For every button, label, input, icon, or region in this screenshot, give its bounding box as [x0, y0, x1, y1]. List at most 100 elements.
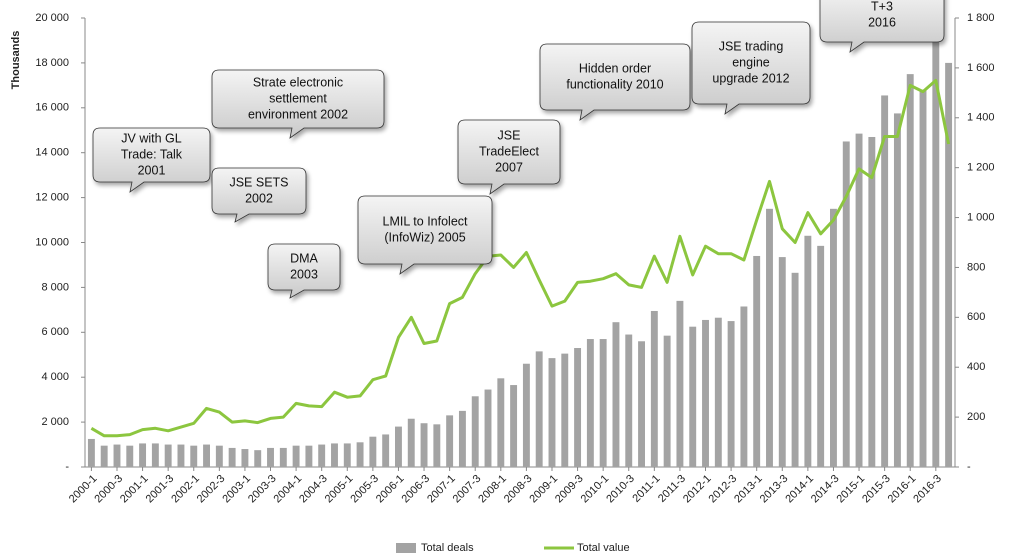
annotation-text: JSE — [498, 128, 521, 142]
bar — [343, 443, 351, 467]
y2-tick-label: - — [967, 461, 971, 473]
annotation: LMIL to Infolect (InfoWiz) 2005 — [357, 195, 493, 275]
annotation-text: T+3 — [871, 0, 893, 13]
bar — [331, 443, 338, 467]
y-tick-label: 2 000 — [41, 416, 69, 428]
annotation-text: 2003 — [290, 267, 318, 281]
y-tick-label: 10 000 — [35, 236, 69, 248]
bar — [292, 445, 300, 467]
bar — [919, 89, 927, 467]
bar — [497, 378, 505, 467]
legend-label: Total deals — [421, 542, 474, 554]
annotation-text: functionality 2010 — [566, 77, 663, 91]
bar — [561, 353, 569, 467]
annotation: JSE trading engine upgrade 2012 — [691, 21, 811, 115]
annotation: JSE SETS 2002 — [211, 167, 307, 223]
x-tick-label: 2010-3 — [604, 473, 637, 506]
bar — [126, 445, 134, 467]
annotation-text: LMIL to Infolect — [383, 214, 469, 228]
bar — [548, 358, 556, 467]
y-tick-label: - — [65, 461, 69, 473]
bar — [727, 321, 735, 467]
annotation-box — [539, 43, 691, 121]
y-tick-label: 14 000 — [35, 147, 69, 159]
annotation: DMA 2003 — [267, 243, 341, 299]
annotation-text: DMA — [290, 251, 318, 265]
annotation-text: 2016 — [868, 15, 896, 29]
bar — [228, 447, 236, 467]
bar — [407, 418, 415, 467]
annotation-text: Trade: Talk — [121, 147, 183, 161]
y-tick-label: 20 000 — [35, 12, 69, 24]
bar — [855, 133, 863, 467]
annotation-text: JSE trading — [719, 39, 784, 53]
bar — [881, 95, 889, 467]
bar — [420, 423, 428, 467]
bar — [164, 444, 172, 467]
x-tick-label: 2016-3 — [911, 473, 944, 506]
bar — [267, 447, 274, 467]
annotation-text: environment 2002 — [248, 107, 348, 121]
bar — [433, 424, 441, 467]
y-tick-label: 6 000 — [41, 326, 69, 338]
y2-tick-label: 600 — [967, 311, 985, 323]
bar — [522, 363, 530, 467]
bar — [241, 449, 249, 467]
bar — [254, 450, 262, 467]
annotation-box — [211, 167, 307, 223]
y2-tick-label: 400 — [967, 361, 985, 373]
y2-tick-label: 1 000 — [967, 211, 995, 223]
bar — [446, 415, 454, 467]
bar — [318, 444, 326, 467]
bar — [817, 245, 825, 467]
bar — [663, 335, 671, 467]
annotation-box — [457, 119, 561, 195]
bar — [369, 436, 377, 467]
bar — [139, 443, 147, 467]
bar — [215, 445, 223, 467]
bar — [574, 348, 582, 467]
line — [90, 78, 951, 438]
legend-swatch — [396, 543, 416, 553]
bar — [279, 447, 287, 467]
y-axis-label: Thousands — [10, 31, 22, 90]
bar — [650, 310, 658, 467]
bar — [510, 385, 518, 467]
bar — [893, 113, 901, 467]
bar — [778, 257, 786, 467]
legend-label: Total value — [577, 542, 630, 554]
y2-tick-label: 800 — [967, 261, 985, 273]
bar — [932, 41, 940, 467]
bar — [804, 235, 812, 467]
annotation-text: settlement — [269, 91, 327, 105]
annotation-text: Strate electronic — [253, 75, 343, 89]
bar — [625, 334, 633, 467]
y-tick-label: 4 000 — [41, 371, 69, 383]
y2-tick-label: 1 800 — [967, 12, 995, 24]
annotation-box — [267, 243, 341, 299]
annotation-text: Hidden order — [579, 61, 651, 75]
annotation-text: TradeElect — [479, 144, 540, 158]
bar — [356, 442, 364, 467]
annotation-text: 2002 — [245, 191, 273, 205]
annotation: JSE TradeElect 2007 — [457, 119, 561, 195]
annotation-text: engine — [732, 55, 770, 69]
bar — [868, 136, 876, 468]
annotation-text: 2007 — [495, 160, 523, 174]
bar — [714, 317, 722, 467]
bar — [689, 326, 697, 467]
bar — [676, 300, 684, 467]
bar — [535, 351, 543, 467]
bar — [305, 445, 313, 467]
annotation-text: JSE SETS — [229, 175, 288, 189]
bar — [190, 445, 198, 467]
x-tick-label: 2011-1 — [630, 473, 662, 505]
bar — [753, 255, 761, 467]
bar — [177, 444, 185, 467]
annotation-text: (InfoWiz) 2005 — [384, 230, 465, 244]
bar — [599, 339, 607, 467]
annotation-text: JV with GL — [121, 131, 181, 145]
y2-tick-label: 1 600 — [967, 62, 995, 74]
annotation-box — [211, 69, 385, 139]
annotation: T+3 2016 — [819, 0, 945, 53]
